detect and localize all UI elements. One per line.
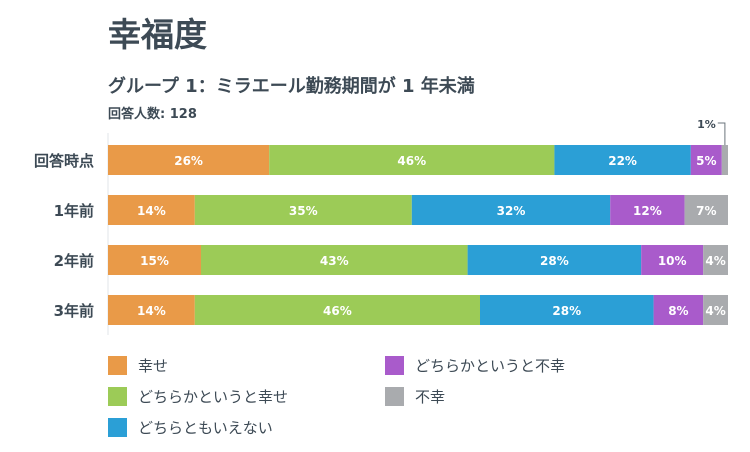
bar-segment [194, 295, 481, 325]
bar-segment [194, 195, 412, 225]
category-label: 1年前 [54, 202, 94, 220]
legend-swatch [108, 418, 127, 437]
stacked-bar-chart: 回答時点 26% 46% 22% 5% 1% 1年前 14% 35% 32% 12% 7% 2年前 15%… [34, 118, 728, 335]
bar-segment [201, 245, 468, 275]
bar-segment [411, 195, 611, 225]
category-label: 3年前 [54, 302, 94, 320]
label-leader-line [717, 122, 726, 145]
bar-segment [554, 145, 691, 175]
legend-swatch [108, 356, 127, 375]
legend-label: どちらかというと不幸 [415, 357, 566, 375]
data-label: 5% [696, 154, 716, 168]
data-label: 46% [397, 154, 426, 168]
data-label: 14% [137, 204, 166, 218]
data-label: 35% [289, 204, 318, 218]
bar-segment [690, 145, 722, 175]
legend-item: どちらかというと不幸 [385, 355, 565, 376]
chart-title: 幸福度 [108, 15, 207, 54]
bar-segment [108, 245, 201, 275]
data-label: 28% [552, 304, 581, 318]
bar-segment [703, 295, 728, 325]
respondent-count: 回答人数: 128 [108, 107, 197, 122]
data-label: 22% [608, 154, 637, 168]
legend-item: どちらかというと幸せ [108, 386, 288, 407]
bar-segment [269, 145, 555, 175]
data-label: 43% [320, 254, 349, 268]
data-label: 32% [497, 204, 526, 218]
legend: 幸せどちらかというと幸せ どちらともいえない どちらかというと不幸 不幸 [108, 355, 628, 445]
bar-segment [108, 295, 195, 325]
data-label: 14% [137, 304, 166, 318]
data-label: 4% [705, 254, 725, 268]
bar-segment [108, 145, 270, 175]
data-label: 4% [705, 304, 725, 318]
data-label: 15% [140, 254, 169, 268]
data-label: 8% [668, 304, 688, 318]
legend-item: 幸せ [108, 355, 168, 376]
category-label: 2年前 [54, 252, 94, 270]
bar-segment [684, 195, 728, 225]
legend-label: 幸せ [138, 357, 169, 375]
bar-segment [108, 195, 195, 225]
legend-label: どちらともいえない [138, 419, 273, 437]
data-label: 10% [658, 254, 687, 268]
legend-label: 不幸 [415, 388, 446, 406]
data-label: 28% [540, 254, 569, 268]
category-label: 回答時点 [34, 152, 94, 170]
data-label: 46% [323, 304, 352, 318]
data-label: 12% [633, 204, 662, 218]
bar-segment [641, 245, 704, 275]
legend-swatch [385, 356, 404, 375]
data-label: 7% [696, 204, 716, 218]
bar-segment [467, 245, 642, 275]
bar-segment [703, 245, 728, 275]
legend-swatch [108, 387, 127, 406]
data-label: 26% [174, 154, 203, 168]
legend-item: どちらともいえない [108, 417, 273, 438]
bar-segment [610, 195, 685, 225]
bar-segment [721, 145, 728, 175]
legend-label: どちらかというと幸せ [138, 388, 289, 406]
data-label: 1% [697, 118, 716, 131]
legend-item: 不幸 [385, 386, 445, 407]
legend-swatch [385, 387, 404, 406]
bar-segment [653, 295, 704, 325]
chart-subtitle: グループ 1：ミラエール勤務期間が 1 年未満 [108, 76, 475, 97]
bar-segment [480, 295, 654, 325]
